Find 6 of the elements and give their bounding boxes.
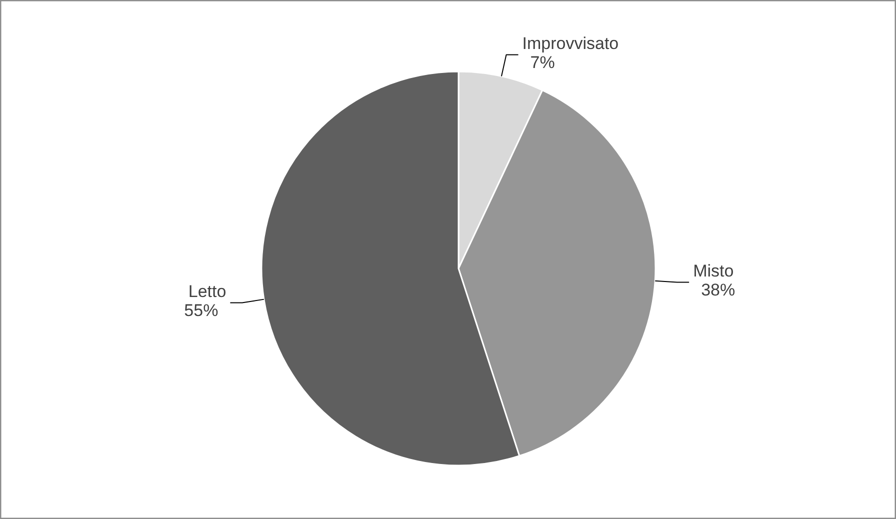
- data-label: 7%: [530, 52, 555, 72]
- slice-label: Improvvisato: [522, 34, 619, 53]
- slice-label: Misto: [693, 261, 734, 280]
- data-label: 38%: [701, 280, 736, 300]
- slice-label: Letto: [188, 282, 226, 301]
- data-label: 55%: [184, 300, 218, 320]
